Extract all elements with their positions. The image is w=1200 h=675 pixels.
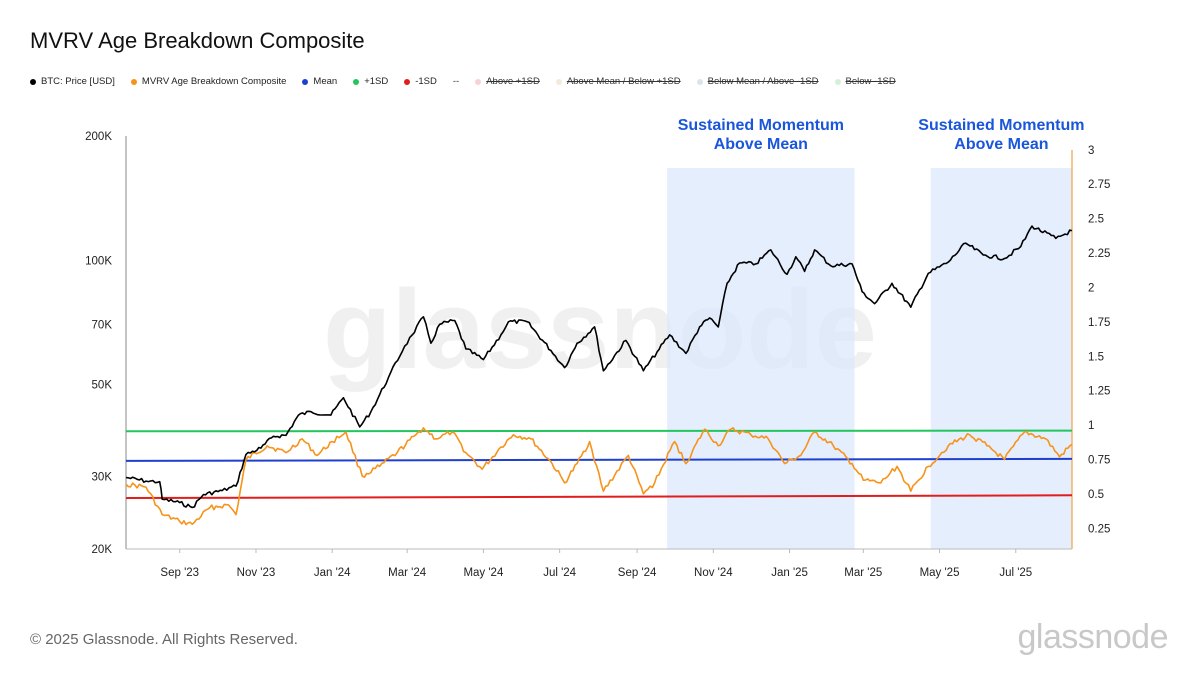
y-left-tick-label: 20K	[92, 544, 113, 556]
y-right-tick-label: 2.25	[1088, 248, 1110, 260]
legend-item[interactable]: Mean	[302, 76, 337, 87]
legend-swatch-icon	[404, 78, 411, 85]
legend-swatch-icon	[834, 78, 841, 85]
y-right-tick-label: 2.5	[1088, 214, 1104, 226]
x-tick-label: Mar '25	[844, 567, 882, 579]
legend-item[interactable]: Above Mean / Below +1SD	[555, 76, 681, 87]
x-tick-label: Sep '24	[618, 567, 657, 579]
legend-swatch-icon	[555, 78, 562, 85]
x-tick-label: Jan '25	[771, 567, 808, 579]
legend-item[interactable]: Below -1SD	[834, 76, 896, 87]
y-left-tick-label: 200K	[85, 131, 112, 143]
y-right-tick-label: 1	[1088, 420, 1094, 432]
chart-title: MVRV Age Breakdown Composite	[30, 28, 365, 53]
btc-price-line	[125, 225, 1073, 509]
y-right-tick-label: 3	[1088, 145, 1094, 157]
legend-label: Mean	[313, 76, 338, 87]
reference-line-mean	[125, 457, 1073, 462]
legend-swatch-icon	[475, 78, 482, 85]
y-left-tick-label: 100K	[85, 255, 112, 267]
legend-item[interactable]: Above +1SD	[475, 76, 540, 87]
y-right-tick-label: 1.75	[1088, 317, 1110, 329]
x-tick-label: Jan '24	[314, 567, 351, 579]
glassnode-logo: glassnode	[1017, 618, 1168, 656]
reference-lines	[125, 429, 1073, 500]
legend-label: Above Mean / Below +1SD	[566, 76, 681, 87]
legend-item[interactable]: Below Mean / Above -1SD	[696, 76, 819, 87]
region-annotation-line1: Sustained Momentum	[678, 117, 844, 134]
x-tick-label: Nov '23	[237, 567, 276, 579]
legend-label: MVRV Age Breakdown Composite	[141, 76, 287, 87]
x-tick-label: Sep '23	[160, 567, 199, 579]
legend-label: +1SD	[364, 76, 389, 87]
y-right-tick-label: 2.75	[1088, 179, 1110, 191]
y-right-tick-label: 0.75	[1088, 455, 1110, 467]
legend-label: BTC: Price [USD]	[41, 76, 115, 87]
shaded-region	[930, 168, 1072, 549]
copyright-footer: © 2025 Glassnode. All Rights Reserved.	[30, 631, 298, 648]
reference-line-1sd	[125, 429, 1073, 433]
y-left-tick-label: 50K	[92, 380, 113, 392]
legend-item[interactable]: -1SD	[404, 76, 437, 87]
legend-item[interactable]: BTC: Price [USD]	[30, 76, 115, 87]
mvrv-composite-line	[125, 427, 1073, 526]
x-tick-label: Jul '25	[999, 567, 1032, 579]
legend-label: Below Mean / Above -1SD	[707, 76, 819, 87]
region-annotation-line2: Above Mean	[954, 136, 1048, 153]
legend-label: -1SD	[415, 76, 437, 87]
series-lines	[125, 225, 1073, 526]
x-tick-label: Nov '24	[694, 567, 733, 579]
y-right-tick-label: 0.25	[1088, 523, 1110, 535]
legend-label: Above +1SD	[486, 76, 540, 87]
x-tick-label: Mar '24	[388, 567, 427, 579]
region-annotations: Sustained Momentum Above Mean Sustained Mo…	[678, 117, 1085, 153]
x-tick-label: Jul '24	[543, 567, 576, 579]
legend-swatch-icon	[353, 78, 360, 85]
y-left-tick-label: 70K	[92, 319, 113, 331]
shaded-region	[667, 168, 855, 549]
x-tick-label: May '24	[463, 567, 504, 579]
legend-item[interactable]: +1SD	[353, 76, 388, 87]
legend-item[interactable]: MVRV Age Breakdown Composite	[130, 76, 287, 87]
shaded-regions	[667, 168, 1072, 549]
y-right-tick-label: 1.25	[1088, 386, 1110, 398]
y-right-tick-label: 0.5	[1088, 489, 1104, 501]
y-right-tick-label: 1.5	[1088, 351, 1104, 363]
legend-swatch-icon	[302, 78, 309, 85]
region-annotation-line1: Sustained Momentum	[918, 117, 1084, 134]
legend-swatch-icon	[696, 78, 703, 85]
y-left-tick-label: 30K	[92, 471, 113, 483]
chart-legend: BTC: Price [USD] MVRV Age Breakdown Compo…	[30, 76, 912, 87]
reference-line-1sd	[125, 494, 1073, 500]
y-right-tick-label: 2	[1088, 282, 1094, 294]
region-annotation-line2: Above Mean	[714, 136, 808, 153]
axes: 20K 30K 50K 70K 100K 200K 0.25 0.5 0.75 1 1.25 1.5 1…	[85, 131, 1110, 579]
legend-swatch-icon	[30, 78, 36, 85]
legend-separator: --	[452, 76, 460, 87]
x-tick-label: May '25	[920, 567, 960, 579]
legend-swatch-icon	[130, 78, 137, 85]
legend-label: Below -1SD	[845, 76, 896, 87]
